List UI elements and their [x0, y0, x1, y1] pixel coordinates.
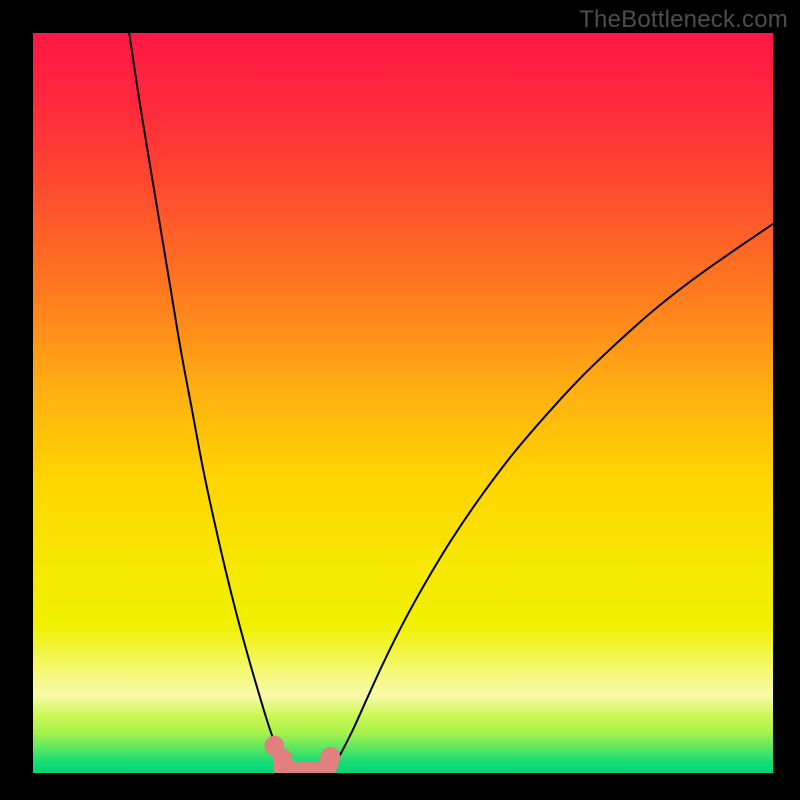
plot-svg [33, 33, 773, 773]
gradient-background [33, 33, 773, 773]
plot-area [33, 33, 773, 773]
marker-dot-0 [264, 736, 284, 756]
watermark-text: TheBottleneck.com [579, 6, 788, 34]
marker-segment-2 [326, 757, 330, 771]
chart-stage: TheBottleneck.com [0, 0, 800, 800]
